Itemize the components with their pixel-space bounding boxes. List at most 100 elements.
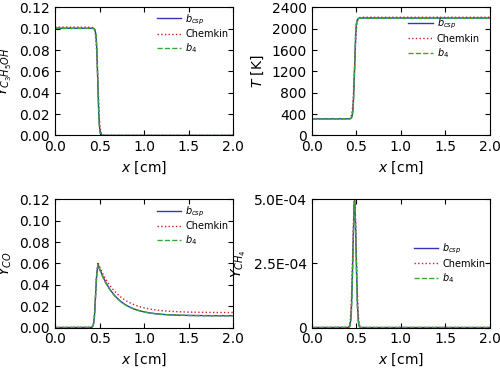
$b_{csp}$ [487,16,493,20]
$b_{csp}$ [329,117,335,121]
X-axis label: $x$ [cm]: $x$ [cm] [121,352,167,368]
Chemkin [352,197,358,202]
Chemkin [52,325,58,330]
Y-axis label: $T$ [K]: $T$ [K] [250,54,266,88]
$b_{csp}$ [121,133,127,138]
Legend: $b_{csp}$, Chemkin, $b_4$: $b_{csp}$, Chemkin, $b_4$ [157,204,228,247]
$b_4$ [227,314,233,318]
$b_4$ [487,325,493,330]
Chemkin [230,310,236,315]
$b_4$ [128,306,134,310]
Chemkin [484,15,490,20]
Chemkin [83,325,89,330]
$b_{csp}$ [464,16,470,20]
$b_4$ [484,325,490,330]
$b_4$ [484,16,490,21]
$b_4$ [52,325,58,330]
$b_4$ [385,16,391,21]
$b_{csp}$ [208,314,214,318]
$b_4$ [120,133,126,138]
$b_4$ [230,133,236,138]
$b_{csp}$ [484,325,490,330]
Chemkin [83,25,89,29]
Chemkin [227,133,233,138]
Chemkin [52,25,58,29]
Line: Chemkin: Chemkin [312,199,490,328]
$b_4$ [72,325,78,330]
Legend: $b_{csp}$, Chemkin, $b_4$: $b_{csp}$, Chemkin, $b_4$ [408,17,480,60]
Line: $b_4$: $b_4$ [55,28,234,135]
Chemkin [95,260,101,265]
$b_4$ [464,16,470,21]
$b_{csp}$ [308,117,314,121]
Chemkin [129,133,135,138]
Line: $b_4$: $b_4$ [312,202,490,328]
Chemkin [72,325,78,330]
$b_{csp}$ [95,261,101,266]
$b_{csp}$ [413,325,419,330]
$b_4$ [410,325,416,330]
Chemkin [487,15,493,20]
$b_{csp}$ [377,325,383,330]
$b_{csp}$ [128,133,134,138]
$b_{csp}$ [378,16,384,20]
Chemkin [128,301,134,306]
Chemkin [377,15,383,20]
$b_4$ [340,117,345,121]
$b_{csp}$ [340,117,345,121]
$b_4$ [208,314,214,318]
$b_4$ [308,325,314,330]
Chemkin [230,133,236,138]
$b_4$ [83,26,89,31]
$b_4$ [83,325,89,330]
$b_{csp}$ [83,26,89,31]
$b_4$ [385,325,391,330]
$b_4$ [377,16,383,21]
Chemkin [340,117,345,121]
Chemkin [386,15,392,20]
Chemkin [227,310,233,315]
Chemkin [208,310,214,315]
$b_{csp}$ [487,325,493,330]
Legend: $b_{csp}$, Chemkin, $b_4$: $b_{csp}$, Chemkin, $b_4$ [157,12,228,55]
$b_4$ [120,301,126,306]
$b_{csp}$ [128,305,134,310]
$b_4$ [329,117,335,121]
Chemkin [308,325,314,330]
$b_{csp}$ [227,133,233,138]
$b_4$ [340,325,345,330]
$b_4$ [52,26,58,31]
Line: $b_{csp}$: $b_{csp}$ [55,263,234,328]
Chemkin [484,325,490,330]
$b_4$ [308,117,314,121]
$b_{csp}$ [484,16,490,20]
Line: $b_{csp}$: $b_{csp}$ [55,28,234,135]
Line: Chemkin: Chemkin [312,17,490,119]
$b_{csp}$ [120,133,126,138]
$b_4$ [377,325,383,330]
$b_4$ [329,325,335,330]
$b_4$ [128,133,134,138]
$b_4$ [487,16,493,21]
$b_{csp}$ [52,26,58,31]
$b_{csp}$ [385,16,391,20]
Line: $b_4$: $b_4$ [55,265,234,328]
$b_{csp}$ [72,325,78,330]
Y-axis label: $Y_{CO}$: $Y_{CO}$ [0,251,14,276]
$b_4$ [352,200,358,204]
Chemkin [120,297,126,301]
Chemkin [464,325,470,330]
$b_4$ [227,133,233,138]
$b_{csp}$ [227,314,233,318]
$b_{csp}$ [120,301,126,305]
$b_4$ [72,26,78,31]
Chemkin [385,325,391,330]
$b_{csp}$ [464,325,470,330]
$b_{csp}$ [329,325,335,330]
$b_{csp}$ [52,325,58,330]
Chemkin [208,133,214,138]
$b_{csp}$ [230,314,236,318]
Y-axis label: $Y_{C_3H_5OH}$: $Y_{C_3H_5OH}$ [0,47,14,96]
$b_4$ [375,16,381,21]
Chemkin [128,133,134,138]
